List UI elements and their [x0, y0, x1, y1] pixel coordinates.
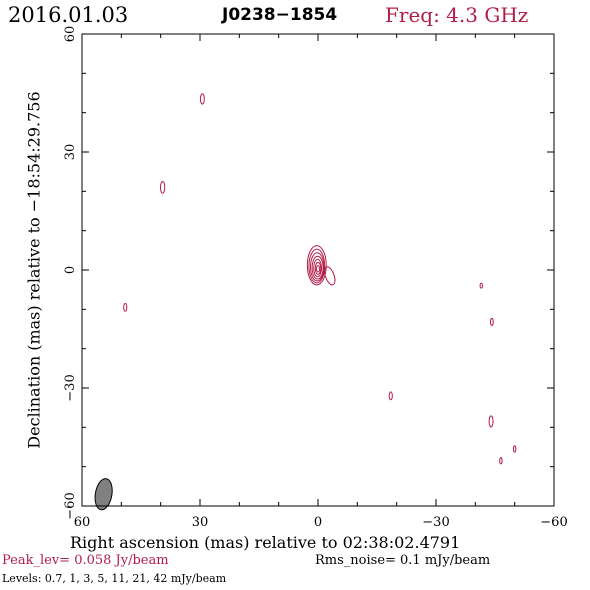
peak-level: Peak_lev= 0.058 Jy/beam [2, 553, 169, 568]
noise-contour [388, 391, 393, 401]
core-contour [314, 262, 322, 275]
y-tick-label: −60 [63, 492, 78, 519]
y-axis-label: Declination (mas) relative to −18:54:29.… [24, 91, 44, 449]
x-tick-label: 60 [74, 515, 91, 530]
noise-contour [512, 445, 517, 453]
source-name: J0238−1854 [222, 5, 338, 25]
y-tick-label: −30 [63, 374, 78, 401]
y-tick-label: 0 [63, 266, 78, 274]
tick-labels: 60 30 0 −30 −60 −60 −30 0 30 60 [63, 26, 568, 530]
frequency-label: Freq: 4.3 GHz [385, 3, 529, 27]
axis-ticks [81, 33, 555, 507]
x-tick-label: 0 [314, 515, 322, 530]
x-tick-label: −30 [422, 515, 449, 530]
noise-contour [479, 282, 483, 289]
contour-plot: 60 30 0 −30 −60 −60 −30 0 30 60 [63, 26, 568, 530]
noise-contour [489, 317, 494, 326]
y-tick-label: 30 [63, 144, 78, 161]
core-contour [311, 255, 324, 280]
core-contours [306, 245, 336, 286]
x-tick-label: 30 [192, 515, 209, 530]
jet-contour [324, 266, 336, 286]
x-axis-label: Right ascension (mas) relative to 02:38:… [70, 533, 461, 552]
core-contour [310, 252, 325, 282]
plot-frame [81, 33, 555, 507]
core-contour [306, 245, 327, 286]
observation-date: 2016.01.03 [8, 3, 129, 27]
beam-group [94, 478, 113, 511]
contour-levels: Levels: 0.7, 1, 3, 5, 11, 21, 42 mJy/bea… [2, 572, 227, 585]
noise-contour [199, 93, 205, 105]
y-tick-label: 60 [63, 26, 78, 43]
noise-contour [123, 302, 128, 312]
noise-contour [488, 415, 494, 428]
rms-noise: Rms_noise= 0.1 mJy/beam [315, 553, 491, 568]
core-contour [313, 258, 323, 278]
x-tick-label: −60 [540, 515, 567, 530]
core-contour [315, 265, 321, 273]
noise-contour [159, 181, 166, 194]
core-contour [308, 248, 326, 284]
beam-ellipse [94, 478, 113, 511]
noise-contour [499, 457, 503, 465]
noise-contours [123, 93, 517, 465]
